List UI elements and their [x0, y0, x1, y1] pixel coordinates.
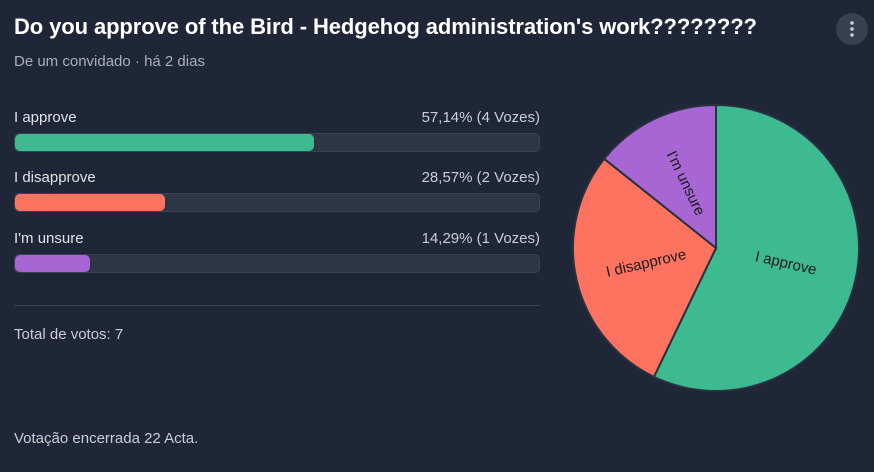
- total-votes: Total de votos: 7: [14, 326, 124, 343]
- pie-slice-disapprove: [572, 157, 718, 379]
- option-label: I approve: [14, 109, 77, 126]
- option-label: I disapprove: [14, 169, 96, 186]
- option-stat: 14,29% (1 Vozes): [421, 230, 540, 247]
- option-stat: 28,57% (2 Vozes): [421, 169, 540, 186]
- option-stat: 57,14% (4 Vozes): [421, 109, 540, 126]
- option-progress-fill: [15, 194, 165, 211]
- option-progress-track: [14, 254, 540, 273]
- poll-option-disapprove: I disapprove 28,57% (2 Vozes): [14, 169, 540, 212]
- poll-meta: De um convidado · há 2 dias: [14, 53, 205, 70]
- pie-slice-approve: [652, 103, 860, 392]
- divider: [14, 305, 540, 306]
- poll-option-unsure: I'm unsure 14,29% (1 Vozes): [14, 230, 540, 273]
- poll-closed-notice: Votação encerrada 22 Acta.: [14, 430, 199, 447]
- poll-option-approve: I approve 57,14% (4 Vozes): [14, 109, 540, 152]
- poll-title: Do you approve of the Bird - Hedgehog ad…: [14, 14, 757, 39]
- option-progress-track: [14, 193, 540, 212]
- option-label: I'm unsure: [14, 230, 84, 247]
- poll-menu-button[interactable]: [836, 13, 868, 45]
- vertical-ellipsis-icon: [850, 21, 854, 37]
- pie-slice-unsure: [602, 103, 717, 251]
- option-progress-fill: [15, 255, 90, 272]
- option-progress-track: [14, 133, 540, 152]
- option-progress-fill: [15, 134, 315, 151]
